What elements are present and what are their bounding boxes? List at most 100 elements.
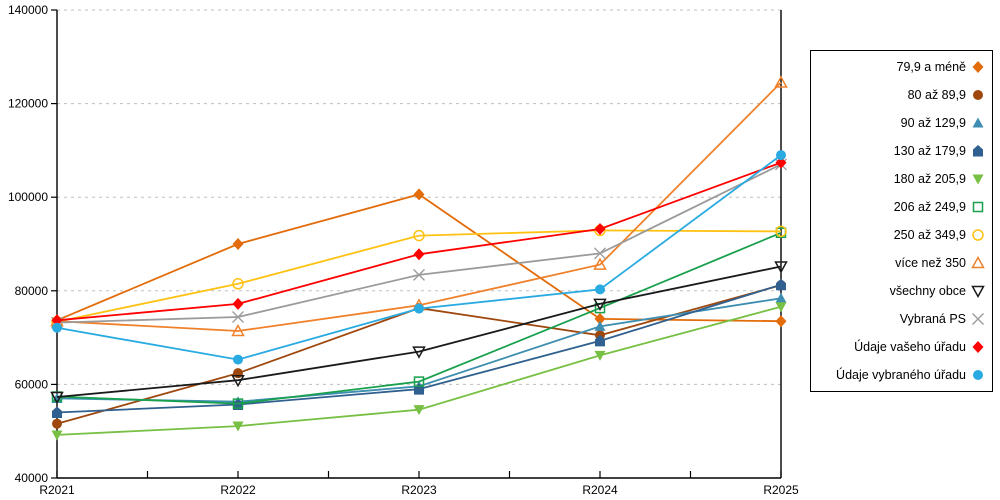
data-point xyxy=(595,334,605,347)
data-point xyxy=(231,374,245,388)
series-5 xyxy=(51,302,787,441)
data-point xyxy=(775,225,787,238)
y-axis-label: 80000 xyxy=(15,284,49,298)
x-axis-label: R2021 xyxy=(39,483,75,497)
data-point xyxy=(594,350,606,361)
data-point xyxy=(51,314,63,327)
series-10 xyxy=(51,158,787,329)
series-11 xyxy=(51,156,787,327)
data-point xyxy=(593,257,607,270)
x-axis-label: R2022 xyxy=(220,483,256,497)
legend-item: Vybraná PS xyxy=(813,311,986,327)
legend-label: 180 až 205,9 xyxy=(893,172,966,186)
legend-label: 250 až 349,9 xyxy=(893,228,966,242)
triangle-down-marker-icon xyxy=(972,174,984,185)
data-point xyxy=(413,229,425,242)
data-point xyxy=(232,297,244,310)
legend-item: 130 až 179,9 xyxy=(813,143,986,159)
legend-label: více než 350 xyxy=(895,256,966,270)
data-point xyxy=(52,322,62,333)
data-point xyxy=(594,247,606,260)
y-axis-label: 100000 xyxy=(8,190,48,204)
data-point xyxy=(776,150,786,161)
x-axis-label: R2025 xyxy=(763,483,799,497)
data-point xyxy=(593,298,607,311)
y-axis-label: 120000 xyxy=(8,97,48,111)
series-line xyxy=(56,81,782,332)
triangle-up-marker-icon xyxy=(972,117,984,128)
data-point xyxy=(775,315,787,328)
triangle-up-marker-icon xyxy=(971,255,985,269)
data-point xyxy=(52,406,62,418)
legend-item: 79,9 a méně xyxy=(813,59,986,75)
circle-marker-icon xyxy=(973,370,983,380)
legend-label: 90 až 129,9 xyxy=(900,116,966,130)
square-marker-icon xyxy=(972,201,984,213)
data-point xyxy=(774,261,788,274)
data-point xyxy=(232,421,244,432)
data-point xyxy=(231,323,245,337)
y-axis-label: 40000 xyxy=(15,471,49,485)
data-point xyxy=(413,248,425,261)
legend-label: 130 až 179,9 xyxy=(893,144,966,158)
data-point xyxy=(595,284,605,295)
legend-item: 180 až 205,9 xyxy=(813,171,986,187)
legend-item: všechny obce xyxy=(813,283,986,299)
legend-item: 80 až 89,9 xyxy=(813,87,986,103)
series-line xyxy=(56,305,782,436)
data-point xyxy=(50,391,64,405)
data-point xyxy=(594,223,606,236)
legend-label: Údaje vybraného úřadu xyxy=(836,368,966,382)
series-9 xyxy=(50,261,788,405)
series-12 xyxy=(52,150,786,365)
series-line xyxy=(56,229,782,323)
legend-label: všechny obce xyxy=(889,284,966,298)
data-point xyxy=(51,430,63,441)
data-point xyxy=(776,278,786,291)
legend-item: více než 350 xyxy=(813,255,986,271)
x-marker-icon xyxy=(972,313,984,325)
data-point xyxy=(232,311,244,323)
series-line xyxy=(56,265,782,398)
x-axis-label: R2024 xyxy=(582,483,618,497)
data-point xyxy=(233,368,243,379)
diamond-marker-icon xyxy=(972,341,984,353)
circle-marker-icon xyxy=(973,90,983,100)
legend-item: Údaje vašeho úřadu xyxy=(813,339,986,355)
legend-label: Údaje vašeho úřadu xyxy=(854,340,966,354)
data-point xyxy=(52,418,62,429)
triangle-down-marker-icon xyxy=(971,285,985,299)
legend-label: 79,9 a méně xyxy=(896,60,967,74)
data-point xyxy=(775,156,787,169)
x-axis-label: R2023 xyxy=(401,483,437,497)
data-point xyxy=(232,278,244,290)
legend: 79,9 a méně 80 až 89,9 90 až 129,9 130 až 1… xyxy=(810,50,993,392)
data-point xyxy=(413,268,425,281)
y-axis-label: 60000 xyxy=(15,377,49,391)
legend-item: 90 až 129,9 xyxy=(813,115,986,131)
series-8 xyxy=(50,75,788,337)
series-line xyxy=(56,161,782,322)
data-point xyxy=(413,405,425,416)
legend-label: Vybraná PS xyxy=(899,312,966,326)
data-point xyxy=(232,238,244,250)
series-line xyxy=(56,231,782,405)
data-point xyxy=(413,188,425,201)
legend-label: 206 až 249,9 xyxy=(893,200,966,214)
data-point xyxy=(594,312,606,325)
data-point xyxy=(232,398,244,409)
diamond-marker-icon xyxy=(972,61,984,73)
y-axis-label: 140000 xyxy=(8,3,48,17)
legend-label: 80 až 89,9 xyxy=(907,88,966,102)
data-point xyxy=(775,292,787,303)
legend-item: Údaje vybraného úřadu xyxy=(813,367,986,383)
legend-item: 206 až 249,9 xyxy=(813,199,986,215)
data-point xyxy=(594,320,606,331)
data-point xyxy=(412,346,426,359)
legend-item: 250 až 349,9 xyxy=(813,227,986,243)
series-4 xyxy=(52,278,786,418)
data-point xyxy=(775,302,787,313)
data-point xyxy=(774,75,788,88)
